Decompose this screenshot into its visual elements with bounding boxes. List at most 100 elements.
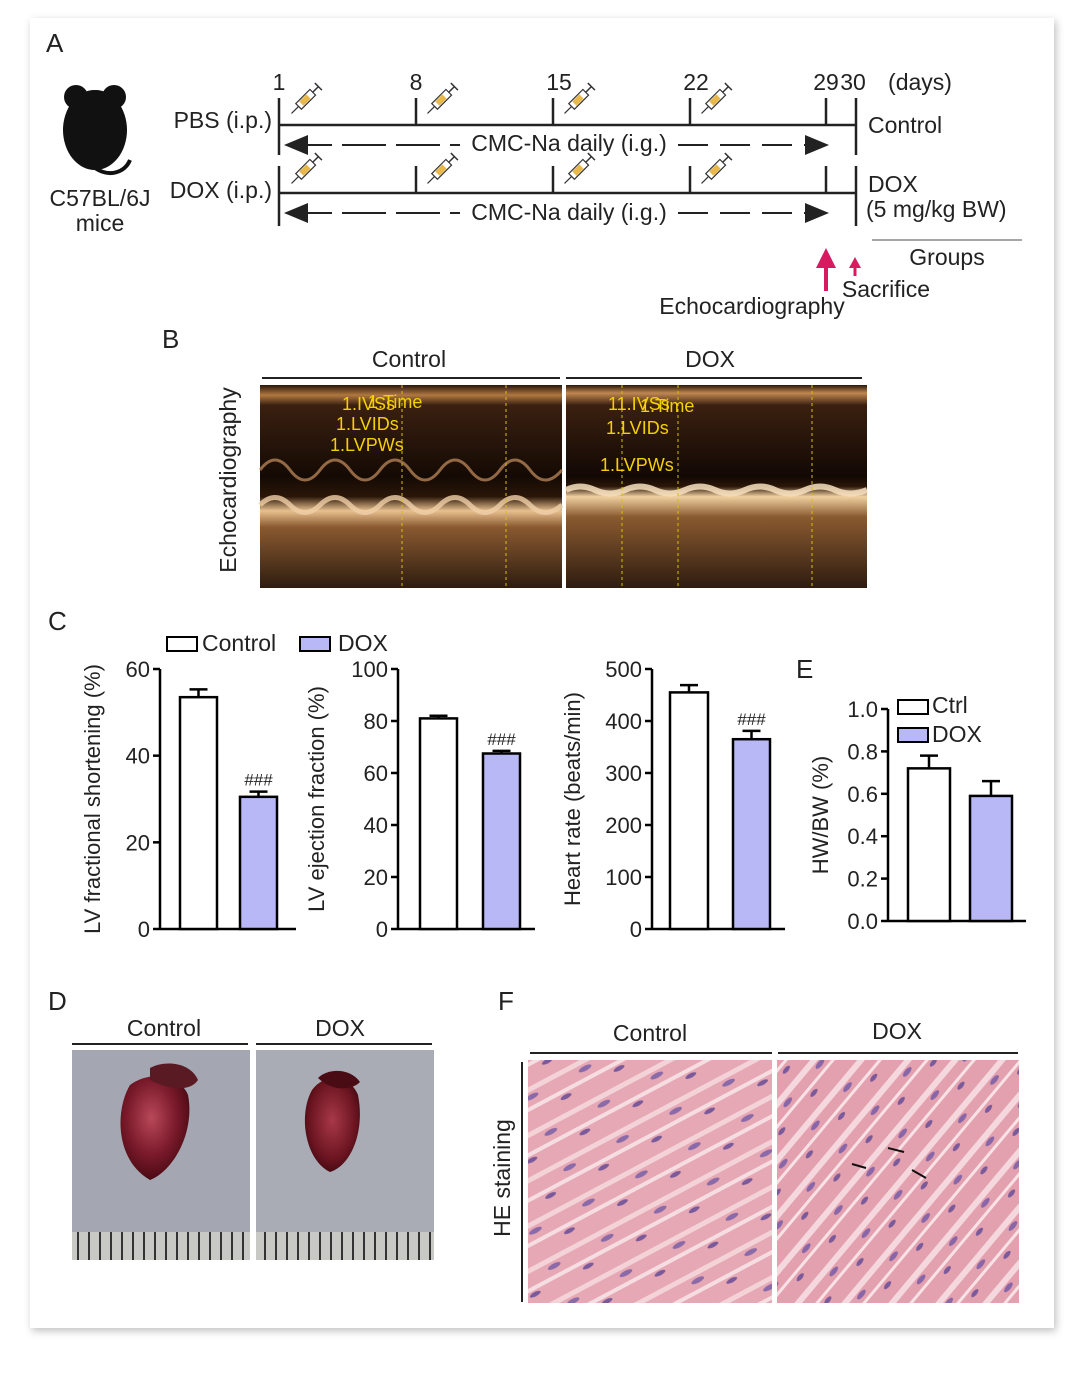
legend-label-dox: DOX xyxy=(338,630,388,656)
bar-charts: 0 20 40 60 LV fractional shortening (%) ### 0 2… xyxy=(80,657,1026,942)
bar xyxy=(731,737,772,931)
y-tick-label: 80 xyxy=(364,709,388,734)
syringe-icon xyxy=(427,82,459,114)
y-tick-label: 60 xyxy=(364,761,388,786)
echo-image-dox: 11.IVSs 1.Time 1.LVIDs 1.LVPWs xyxy=(564,385,869,588)
y-tick-label: 40 xyxy=(126,744,150,769)
y-tick-label: 20 xyxy=(364,865,388,890)
y-axis-label: Heart rate (beats/min) xyxy=(560,692,585,906)
bar xyxy=(906,767,952,923)
syringe-icon xyxy=(564,152,596,184)
bar xyxy=(668,691,710,931)
panel-label-c: C xyxy=(48,606,67,636)
bar-chart: 0 20 40 60 LV fractional shortening (%) ### xyxy=(80,657,296,942)
sacrifice-label: Sacrifice xyxy=(842,276,930,302)
mouse-label: mice xyxy=(76,210,125,236)
daily-label: CMC-Na daily (i.g.) xyxy=(471,130,667,156)
echo-annotation: 1.LVIDs xyxy=(336,414,399,434)
syringe-icon xyxy=(291,152,323,184)
heart-photo-control xyxy=(72,1050,250,1260)
y-tick-label: 100 xyxy=(605,865,642,890)
echo-arrow-icon xyxy=(816,248,836,291)
day-label: 8 xyxy=(410,69,423,95)
syringe-icon xyxy=(427,152,459,184)
echo-annotation: 11.IVSs xyxy=(608,394,670,414)
bar-chart: 0 20 40 60 80 100 LV ejection fraction (%) ### xyxy=(304,657,535,942)
mouse-icon xyxy=(63,85,132,176)
bar xyxy=(481,752,522,931)
significance-label: ### xyxy=(487,730,516,749)
y-tick-label: 0.8 xyxy=(847,739,878,764)
legend-swatch-dox-e xyxy=(897,727,929,743)
day-label: 30 xyxy=(840,69,866,95)
legend-swatch-control xyxy=(166,636,198,652)
day-label: 1 xyxy=(273,69,286,95)
panel-label-f: F xyxy=(498,986,514,1016)
y-axis-label: HW/BW (%) xyxy=(808,756,833,875)
legend-swatch-dox xyxy=(299,636,331,652)
y-tick-label: 40 xyxy=(364,813,388,838)
echo-annotation: 1.Time xyxy=(368,392,422,412)
panel-label-e: E xyxy=(796,654,813,684)
syringe-icon xyxy=(564,82,596,114)
timeline-ticks xyxy=(277,98,858,155)
y-tick-label: 300 xyxy=(605,761,642,786)
y-tick-label: 20 xyxy=(126,830,150,855)
bar xyxy=(968,794,1014,923)
y-tick-label: 0.4 xyxy=(847,824,878,849)
bar-chart: 0 100 200 300 400 500 Heart rate (beats/min) ##… xyxy=(560,657,785,942)
legend-swatch-ctrl xyxy=(897,699,929,715)
he-image-control xyxy=(528,1060,772,1303)
row-label-he-staining: HE staining xyxy=(489,1119,515,1237)
y-tick-label: 0.6 xyxy=(847,782,878,807)
heart-photo-dox xyxy=(256,1050,434,1260)
y-tick-label: 400 xyxy=(605,709,642,734)
syringe-icon xyxy=(701,82,733,114)
y-axis-label: LV fractional shortening (%) xyxy=(80,664,105,934)
mouse-strain: C57BL/6J xyxy=(49,185,150,211)
echo-image-control: 1.IVSs 1.Time 1.LVIDs 1.LVPWs xyxy=(258,385,564,588)
days-unit: (days) xyxy=(888,69,952,95)
y-tick-label: 0 xyxy=(138,917,150,942)
syringe-icon xyxy=(291,82,323,114)
column-label-control: Control xyxy=(372,346,446,372)
he-image-dox xyxy=(777,1060,1019,1303)
row-treatment-dox: DOX (i.p.) xyxy=(170,177,272,203)
column-label-dox: DOX xyxy=(315,1015,365,1041)
group-dox-dose: (5 mg/kg BW) xyxy=(866,196,1007,222)
day-label: 29 xyxy=(813,69,839,95)
bar xyxy=(238,795,279,931)
y-tick-label: 1.0 xyxy=(847,697,878,722)
echo-annotation: 1.LVIDs xyxy=(606,418,669,438)
y-tick-label: 0 xyxy=(376,917,388,942)
y-tick-label: 60 xyxy=(126,657,150,682)
y-tick-label: 0.0 xyxy=(847,909,878,934)
echo-annotation: 1.LVPWs xyxy=(330,435,404,455)
timeline-ticks xyxy=(277,166,858,226)
groups-header: Groups xyxy=(909,244,984,270)
y-axis-label: LV ejection fraction (%) xyxy=(304,686,329,912)
significance-label: ### xyxy=(244,771,273,790)
legend-label-dox-e: DOX xyxy=(932,721,982,747)
column-label-control: Control xyxy=(127,1015,201,1041)
day-label: 22 xyxy=(683,69,709,95)
panel-label-d: D xyxy=(48,986,67,1016)
row-label-echocardiography: Echocardiography xyxy=(215,387,241,573)
echo-annotation: 1.IVSs xyxy=(342,394,395,414)
legend-label-ctrl: Ctrl xyxy=(932,692,968,718)
y-tick-label: 200 xyxy=(605,813,642,838)
echo-label: Echocardiography xyxy=(659,293,845,319)
column-label-control: Control xyxy=(613,1020,687,1046)
echo-annotation: 1.LVPWs xyxy=(600,455,674,475)
significance-label: ### xyxy=(737,710,766,729)
daily-label: CMC-Na daily (i.g.) xyxy=(471,199,667,225)
syringe-icon xyxy=(701,152,733,184)
echo-annotation: 1.Time xyxy=(640,396,694,416)
row-treatment-pbs: PBS (i.p.) xyxy=(174,107,272,133)
bar xyxy=(178,695,219,931)
y-tick-label: 0 xyxy=(630,917,642,942)
y-tick-label: 500 xyxy=(605,657,642,682)
group-dox: DOX xyxy=(868,171,918,197)
day-label: 15 xyxy=(546,69,572,95)
